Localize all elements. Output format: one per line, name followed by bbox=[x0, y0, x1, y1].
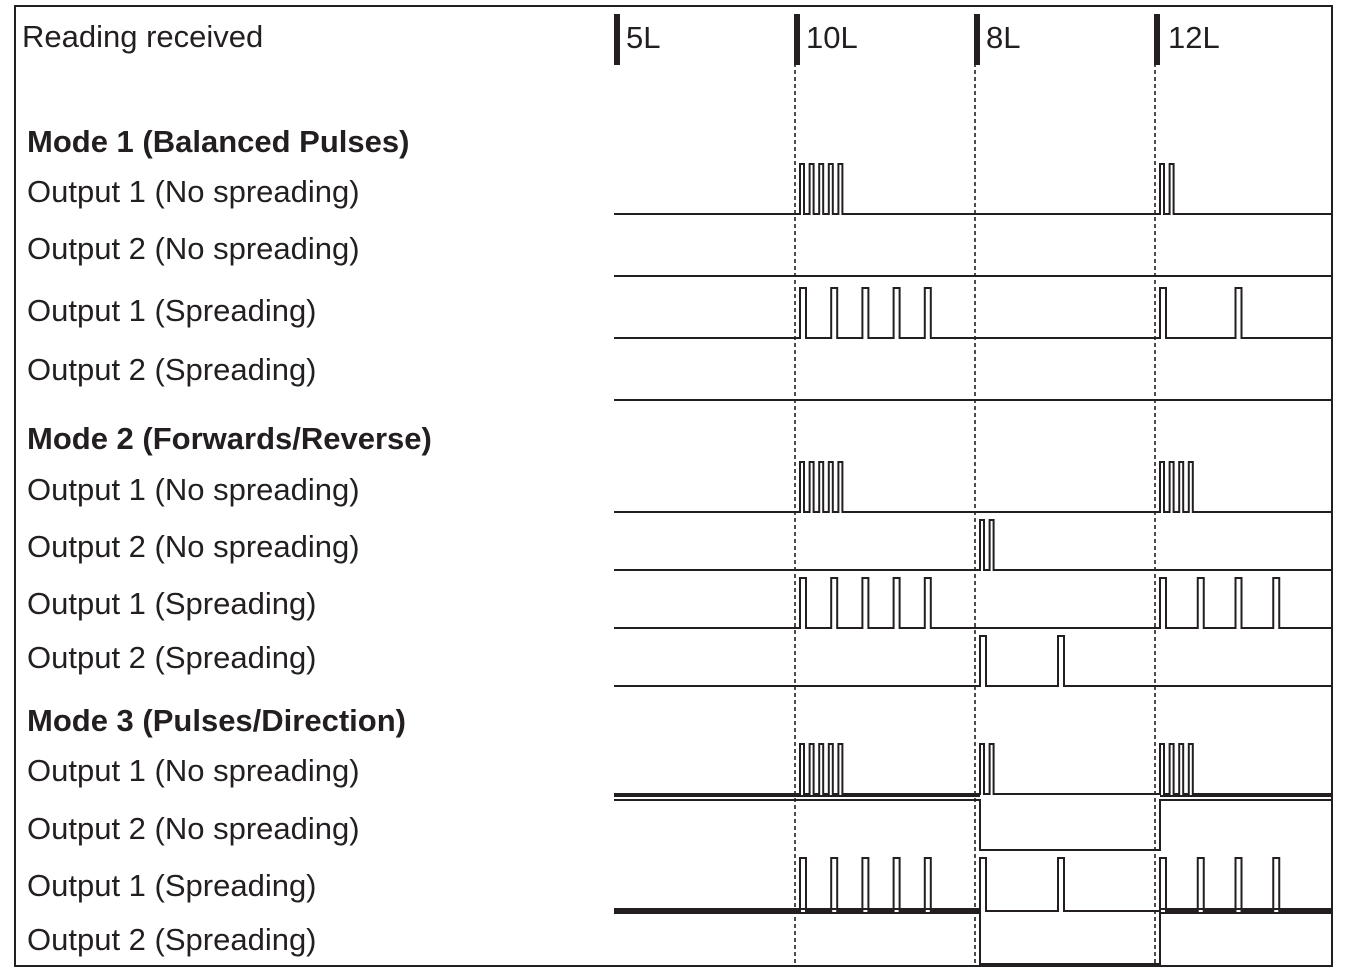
mode-2-row-4-label: Output 2 (Spreading) bbox=[27, 640, 317, 675]
mode-3-row-4-wave bbox=[614, 912, 1331, 965]
dashed-guides bbox=[794, 14, 1156, 966]
mode-3-row-2-wave bbox=[614, 799, 1331, 851]
mode-1-row-2-label: Output 2 (No spreading) bbox=[27, 231, 360, 266]
mode-3-row-3-wave bbox=[614, 857, 1331, 912]
mode-2-row-3-wave bbox=[614, 577, 1331, 629]
mode-2-row-2-label: Output 2 (No spreading) bbox=[27, 529, 360, 564]
mode-2-row-1-wave bbox=[614, 461, 1331, 513]
marker-5l-bar bbox=[614, 14, 620, 65]
mode-1-row-4-label: Output 2 (Spreading) bbox=[27, 352, 317, 387]
marker-12l-bar bbox=[1154, 14, 1160, 65]
marker-8l-label: 8L bbox=[986, 20, 1020, 55]
mode-1-row-1-wave bbox=[614, 163, 1331, 215]
marker-10l-bar bbox=[794, 14, 800, 65]
marker-8l-bar bbox=[974, 14, 980, 65]
mode-1-row-1-label: Output 1 (No spreading) bbox=[27, 174, 360, 209]
mode-2-row-2-wave bbox=[614, 519, 1331, 571]
mode-2-row-4-wave bbox=[614, 635, 1331, 687]
mode-3-title: Mode 3 (Pulses/Direction) bbox=[27, 703, 406, 738]
reading-received-label: Reading received bbox=[22, 19, 263, 54]
mode-2-row-1-label: Output 1 (No spreading) bbox=[27, 472, 360, 507]
marker-5l-label: 5L bbox=[626, 20, 660, 55]
mode-1-title: Mode 1 (Balanced Pulses) bbox=[27, 124, 409, 159]
marker-10l-label: 10L bbox=[806, 20, 858, 55]
mode-3-row-1-label: Output 1 (No spreading) bbox=[27, 753, 360, 788]
mode-2-title: Mode 2 (Forwards/Reverse) bbox=[27, 421, 432, 456]
mode-3-row-1-wave bbox=[614, 743, 1331, 795]
marker-12l-label: 12L bbox=[1168, 20, 1220, 55]
waveforms bbox=[614, 163, 1331, 965]
mode-3-row-3-label: Output 1 (Spreading) bbox=[27, 868, 317, 903]
mode-1-row-3-wave bbox=[614, 287, 1331, 339]
reading-markers: 5L 10L 8L 12L bbox=[614, 14, 1220, 65]
diagram-border bbox=[14, 5, 1333, 967]
mode-1-row-3-label: Output 1 (Spreading) bbox=[27, 293, 317, 328]
mode-3-row-2-label: Output 2 (No spreading) bbox=[27, 811, 360, 846]
mode-2-row-3-label: Output 1 (Spreading) bbox=[27, 586, 317, 621]
mode-3-row-4-label: Output 2 (Spreading) bbox=[27, 922, 317, 957]
